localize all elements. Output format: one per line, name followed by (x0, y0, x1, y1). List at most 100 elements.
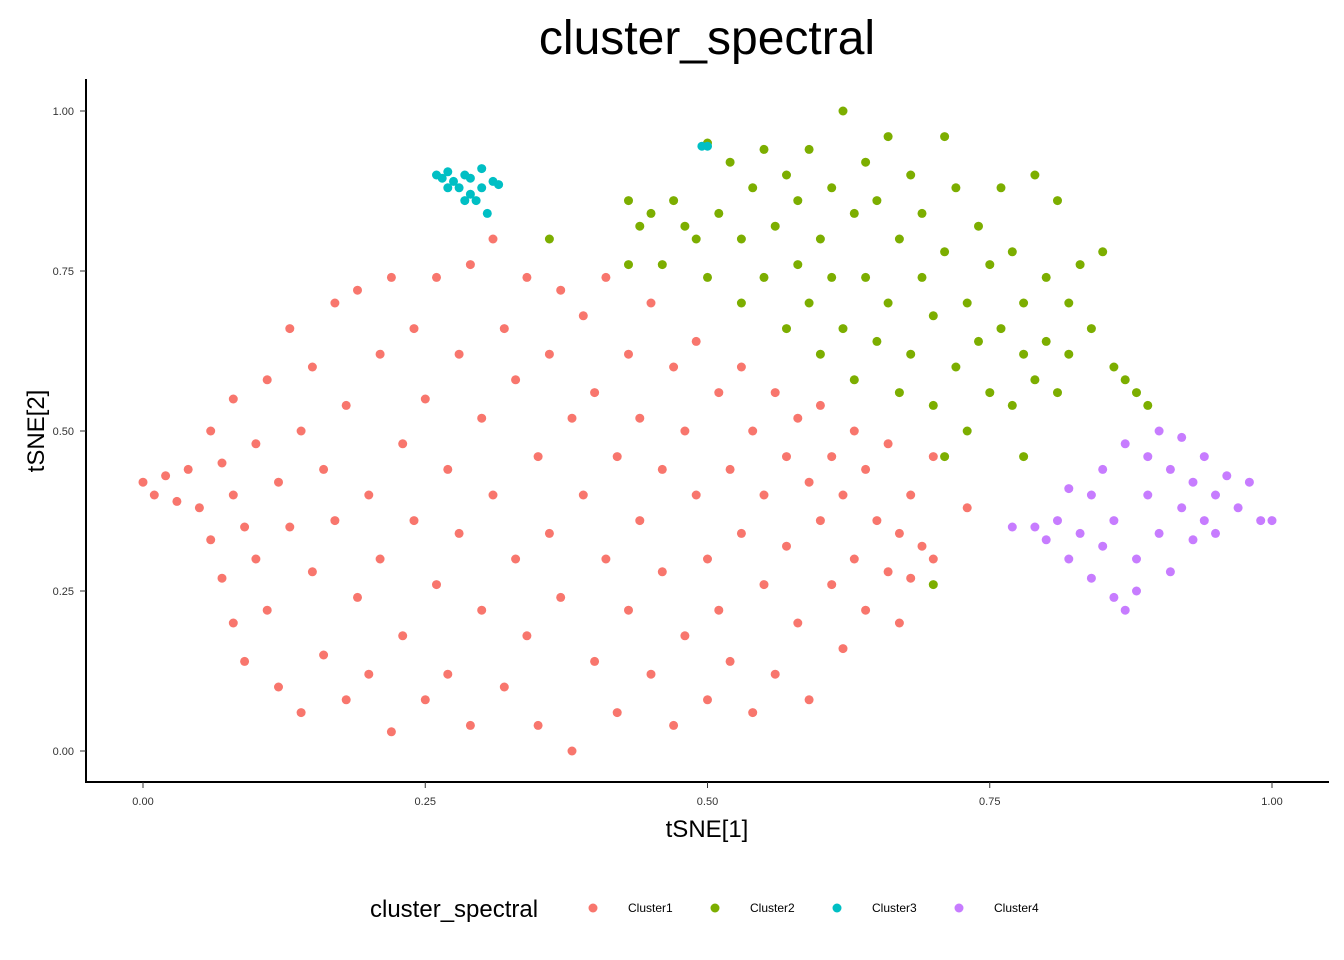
point-cluster4-29 (1211, 490, 1220, 500)
point-cluster1-87 (657, 464, 667, 474)
point-cluster2-27 (827, 183, 837, 193)
point-cluster1-19 (274, 477, 283, 487)
point-cluster1-63 (522, 272, 532, 282)
point-cluster2-73 (1098, 247, 1108, 257)
legend-key-cluster1 (588, 903, 598, 913)
point-cluster1-31 (341, 695, 351, 705)
point-cluster2-74 (1109, 362, 1119, 372)
point-cluster2-0 (544, 234, 554, 244)
x-tick-label-4: 1.00 (1261, 796, 1282, 808)
point-cluster1-82 (624, 605, 633, 615)
point-cluster2-62 (1019, 298, 1029, 308)
point-cluster1-77 (601, 554, 611, 564)
point-cluster2-33 (861, 157, 871, 167)
point-cluster1-73 (578, 490, 588, 500)
point-cluster1-48 (432, 580, 441, 590)
point-cluster2-18 (770, 221, 780, 231)
point-cluster1-56 (477, 605, 487, 615)
point-cluster4-4 (1064, 554, 1074, 564)
point-cluster4-2 (1041, 535, 1051, 545)
point-cluster1-66 (533, 720, 543, 730)
point-cluster1-92 (680, 631, 690, 641)
point-cluster3-14 (443, 183, 453, 193)
point-cluster1-89 (669, 362, 679, 372)
point-cluster1-11 (228, 490, 238, 500)
point-cluster4-20 (1154, 426, 1164, 436)
point-cluster1-67 (544, 349, 554, 359)
point-cluster3-3 (449, 176, 458, 186)
point-cluster1-41 (398, 439, 408, 449)
x-tick-label-3: 0.75 (979, 796, 1000, 808)
point-cluster2-19 (782, 324, 791, 334)
point-cluster1-32 (341, 400, 351, 410)
point-cluster1-62 (511, 375, 521, 385)
point-cluster2-6 (669, 196, 679, 206)
point-cluster4-23 (1177, 503, 1187, 513)
point-cluster2-53 (974, 221, 983, 231)
point-cluster1-35 (364, 490, 374, 500)
point-cluster1-57 (488, 234, 498, 244)
point-cluster1-134 (928, 452, 938, 462)
point-cluster1-36 (364, 669, 374, 679)
point-cluster1-40 (386, 727, 396, 737)
point-cluster2-8 (691, 234, 701, 244)
point-cluster1-100 (725, 656, 735, 666)
y-axis-title: tSNE[2] (23, 390, 50, 473)
point-cluster1-52 (454, 528, 464, 538)
point-cluster2-77 (1143, 400, 1153, 410)
point-cluster1-21 (285, 324, 295, 334)
point-cluster4-1 (1030, 522, 1040, 532)
point-cluster2-13 (736, 298, 746, 308)
point-cluster1-109 (782, 452, 791, 462)
point-cluster1-44 (409, 516, 419, 526)
point-cluster1-53 (465, 260, 475, 270)
point-cluster2-11 (714, 208, 724, 218)
point-cluster1-103 (748, 426, 758, 436)
point-cluster2-47 (940, 132, 950, 142)
point-cluster2-21 (793, 260, 803, 270)
point-cluster2-48 (940, 247, 950, 257)
point-cluster4-31 (1222, 471, 1232, 481)
point-cluster1-104 (748, 708, 758, 718)
point-cluster2-38 (883, 298, 893, 308)
point-cluster1-8 (217, 458, 227, 468)
point-cluster3-7 (465, 173, 475, 183)
x-tick-label-0: 0.00 (132, 796, 153, 808)
point-cluster4-35 (1267, 516, 1277, 526)
point-cluster1-51 (454, 349, 464, 359)
point-cluster2-69 (1064, 298, 1074, 308)
point-cluster1-25 (307, 567, 317, 577)
point-cluster4-0 (1007, 522, 1017, 532)
point-cluster2-34 (861, 272, 871, 282)
point-cluster3-6 (465, 189, 475, 199)
point-cluster1-65 (533, 452, 543, 462)
y-tick-label-1: 0.25 (53, 586, 74, 598)
point-cluster2-72 (1086, 324, 1096, 334)
point-cluster1-59 (499, 324, 509, 334)
point-cluster1-111 (793, 413, 803, 423)
point-cluster4-21 (1165, 567, 1175, 577)
point-cluster1-112 (793, 618, 803, 628)
point-cluster2-20 (782, 170, 791, 180)
point-cluster1-1 (149, 490, 159, 500)
point-cluster2-2 (624, 196, 633, 206)
point-cluster1-133 (928, 554, 938, 564)
point-cluster4-11 (1109, 592, 1119, 602)
point-cluster4-19 (1154, 528, 1164, 538)
point-cluster1-79 (612, 452, 622, 462)
point-cluster1-113 (804, 477, 814, 487)
point-cluster1-106 (759, 580, 769, 590)
point-cluster2-25 (815, 234, 825, 244)
point-cluster1-71 (567, 413, 577, 423)
point-cluster2-78 (928, 580, 938, 590)
point-cluster1-118 (827, 452, 837, 462)
point-cluster1-18 (262, 605, 272, 615)
x-axis-title: tSNE[1] (666, 816, 749, 843)
point-cluster2-23 (804, 298, 814, 308)
legend-label-cluster1: Cluster1 (628, 901, 673, 915)
point-cluster1-20 (274, 682, 283, 692)
point-cluster1-124 (861, 464, 871, 474)
point-cluster1-108 (770, 669, 780, 679)
point-cluster4-34 (1256, 516, 1266, 526)
